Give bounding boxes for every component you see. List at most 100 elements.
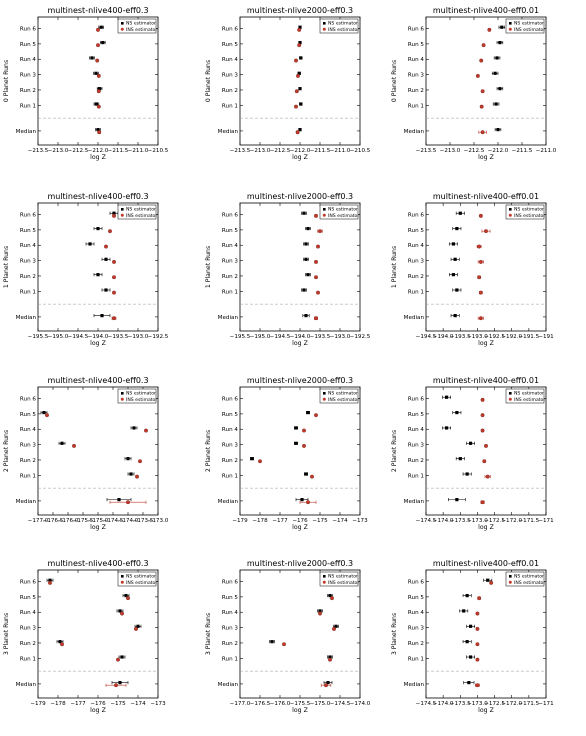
x-tick-label: −192.5 — [484, 334, 505, 340]
ins-point — [485, 474, 490, 479]
legend-ins-label: INS estimator — [126, 27, 157, 33]
ns-series — [442, 395, 475, 502]
x-tick-label: −172.5 — [484, 518, 505, 524]
ins-point — [475, 611, 480, 616]
ns-point — [326, 681, 330, 685]
ins-series — [475, 27, 492, 135]
ins-point — [480, 89, 485, 94]
y-tick-label: Run 5 — [408, 595, 425, 601]
y-tick-label: Median — [218, 129, 239, 135]
ns-point — [318, 609, 322, 613]
ins-point — [314, 259, 318, 264]
ins-point — [297, 27, 302, 32]
legend-ns-label: NS estimator — [126, 207, 156, 213]
y-tick-label: Median — [218, 315, 239, 321]
legend-box — [319, 204, 359, 220]
legend-ins-label: INS estimator — [514, 580, 545, 586]
x-tick-label: −176 — [90, 701, 106, 707]
ns-point — [304, 314, 308, 318]
x-tick-label: −174.5 — [416, 701, 437, 707]
ns-point — [60, 441, 64, 445]
y-axis-label: 2 Planet Runs — [391, 430, 398, 472]
x-axis-label: log Z — [292, 524, 308, 531]
ns-point — [453, 257, 457, 261]
ns-point — [250, 457, 254, 461]
ins-series — [104, 213, 117, 321]
legend-ns-marker — [121, 575, 124, 578]
ns-point — [493, 71, 497, 75]
panel-4-2: multinest-nlive2000-eff0.3−177.0 −176.5 −1… — [205, 559, 371, 714]
y-tick-label: Run 1 — [408, 289, 425, 295]
legend-ins-label: INS estimator — [514, 397, 545, 403]
plot-frame — [239, 16, 361, 146]
ins-point — [120, 611, 124, 616]
ns-point — [451, 242, 456, 246]
y-tick-label: Run 4 — [222, 427, 239, 433]
legend-ns-marker — [323, 575, 326, 578]
ins-point — [294, 89, 299, 94]
x-axis-label: log Z — [478, 524, 494, 531]
ns-point — [334, 624, 338, 628]
ins-point — [480, 428, 485, 433]
y-tick-label: Run 1 — [222, 103, 239, 109]
y-tick-label: Run 4 — [222, 243, 239, 249]
y-tick-label: Run 6 — [222, 397, 239, 403]
y-tick-label: Run 2 — [408, 274, 424, 280]
y-tick-label: Run 3 — [222, 443, 239, 449]
ins-point — [314, 213, 318, 218]
x-tick-label: −176.0 — [58, 518, 79, 524]
ins-point — [294, 104, 298, 109]
x-tick-label: −175.0 — [310, 701, 331, 707]
ns-point — [100, 314, 104, 318]
plot-frame — [425, 569, 547, 699]
ins-point — [479, 58, 484, 63]
y-axis-label: 1 Planet Runs — [3, 246, 10, 288]
legend-ins-label: INS estimator — [126, 580, 157, 586]
ins-point — [294, 58, 298, 63]
x-tick-label: −177 — [272, 518, 288, 524]
ns-point — [455, 410, 459, 415]
ns-point — [96, 128, 100, 132]
y-axis-label: 1 Planet Runs — [205, 246, 212, 288]
y-tick-label: Run 2 — [222, 274, 238, 280]
y-tick-label: Run 3 — [222, 626, 239, 632]
x-tick-label: −211.5 — [512, 148, 533, 154]
legend-ns-label: NS estimator — [514, 207, 544, 213]
ins-point — [484, 443, 488, 448]
ins-point — [475, 657, 480, 662]
y-tick-label: Run 2 — [222, 458, 238, 464]
y-tick-label: Run 5 — [20, 595, 37, 601]
ins-point — [332, 626, 336, 631]
legend-box — [505, 571, 545, 587]
legend-ins-label: INS estimator — [328, 27, 359, 33]
legend-ins-label: INS estimator — [328, 213, 359, 219]
ns-point — [94, 71, 98, 75]
y-tick-label: Run 4 — [408, 427, 425, 433]
legend-ns-marker — [323, 208, 326, 211]
x-tick-label: −194.0 — [433, 334, 454, 340]
x-tick-label: −213.5 — [416, 148, 437, 154]
ins-point — [116, 657, 120, 662]
y-tick-label: Run 2 — [20, 274, 36, 280]
panel-2-3: multinest-nlive400-eff0.01−194.5−194.0−1… — [391, 192, 554, 347]
panel-3-3: multinest-nlive400-eff0.01−174.5−174.0−1… — [391, 376, 554, 531]
y-tick-label: Run 1 — [20, 656, 37, 662]
ins-point — [480, 413, 485, 418]
ins-point — [302, 443, 306, 448]
x-tick-label: −195.0 — [250, 334, 271, 340]
ns-point — [297, 71, 301, 75]
plot-frame — [37, 386, 159, 516]
y-tick-label: Run 2 — [222, 88, 238, 94]
x-tick-label: −195.5 — [28, 334, 49, 340]
ins-point — [330, 596, 334, 601]
ns-point — [468, 441, 473, 445]
x-tick-label: −194.5 — [416, 334, 437, 340]
x-tick-label: −174.0 — [350, 701, 371, 707]
y-tick-label: Run 2 — [408, 641, 424, 647]
ns-point — [462, 609, 466, 613]
y-tick-label: Median — [404, 315, 425, 321]
ns-point — [458, 457, 462, 461]
panel-title: multinest-nlive400-eff0.3 — [47, 6, 148, 15]
